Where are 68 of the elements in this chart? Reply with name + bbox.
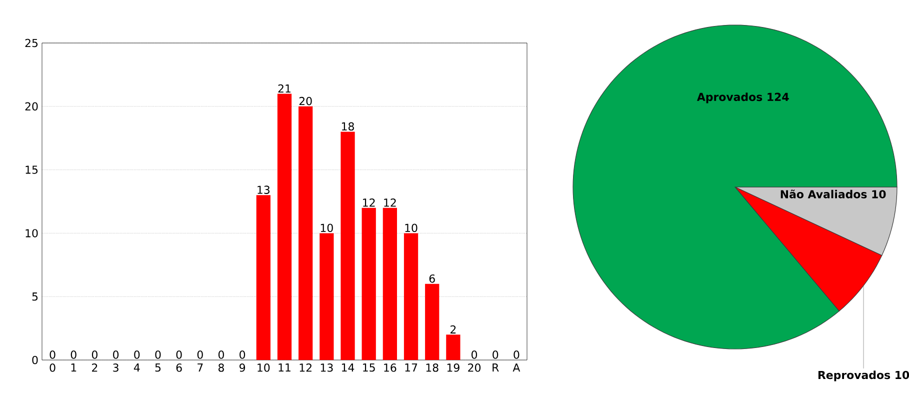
bar — [340, 132, 355, 360]
slice-label: Não Avaliados — [780, 190, 867, 198]
data-label: 18 — [342, 122, 354, 131]
data-label: 21 — [278, 84, 290, 93]
data-label: 10 — [872, 190, 886, 198]
x-tick-label: 4 — [134, 364, 140, 372]
x-tick-label: 2 — [92, 364, 98, 372]
data-label: 0 — [472, 350, 478, 359]
bar — [404, 233, 418, 360]
data-label: 0 — [514, 350, 520, 359]
data-label: 0 — [197, 350, 203, 359]
bar — [277, 94, 292, 360]
bar — [298, 106, 313, 360]
x-tick-label: 5 — [155, 364, 161, 372]
x-tick-label: 6 — [176, 364, 182, 372]
data-label: 0 — [176, 350, 182, 359]
x-tick-label: 16 — [384, 364, 396, 372]
x-tick-label: 17 — [405, 364, 418, 372]
data-label: 0 — [50, 350, 56, 359]
x-tick-label: 3 — [113, 364, 118, 372]
y-tick-label: 20 — [25, 102, 38, 111]
data-label: 0 — [134, 350, 140, 359]
bar — [320, 233, 334, 360]
x-tick-label: R — [492, 364, 499, 372]
x-tick-label: A — [512, 364, 520, 372]
bar — [425, 284, 440, 360]
data-label: 10 — [896, 370, 909, 380]
x-tick-label: 15 — [363, 364, 375, 372]
data-label: 124 — [768, 92, 789, 101]
y-tick-label: 25 — [25, 38, 38, 48]
data-label: 6 — [429, 274, 435, 283]
x-tick-label: 10 — [258, 364, 270, 372]
x-tick-label: 0 — [50, 364, 56, 372]
bar — [446, 334, 460, 360]
y-tick-label: 10 — [26, 229, 38, 238]
data-label: 20 — [299, 96, 312, 106]
x-tick-label: 8 — [218, 364, 224, 372]
data-label: 10 — [320, 224, 333, 232]
x-tick-label: 18 — [426, 364, 438, 372]
x-tick-label: 7 — [198, 364, 203, 372]
data-label: 13 — [258, 186, 270, 194]
bar — [256, 195, 270, 360]
y-tick-label: 0 — [32, 356, 38, 364]
data-label: 0 — [218, 350, 224, 359]
data-label: 0 — [155, 350, 161, 359]
data-label: 12 — [384, 198, 396, 207]
x-tick-label: 12 — [300, 364, 312, 372]
y-tick-label: 5 — [32, 292, 38, 301]
x-tick-label: 1 — [71, 364, 76, 372]
data-label: 10 — [405, 224, 418, 232]
data-label: 12 — [363, 198, 375, 207]
slice-label: Reprovados — [818, 370, 890, 382]
x-tick-label: 9 — [240, 364, 246, 372]
data-label: 2 — [450, 325, 456, 334]
data-label: 0 — [492, 350, 498, 359]
x-tick-label: 14 — [342, 364, 354, 372]
data-label: 0 — [240, 350, 246, 359]
x-tick-label: 13 — [320, 364, 333, 372]
data-label: 0 — [70, 350, 76, 359]
slice-label: Aprovados — [696, 92, 762, 104]
bar — [362, 208, 376, 360]
bar — [382, 208, 397, 360]
x-tick-label: 19 — [447, 364, 460, 372]
data-label: 0 — [113, 350, 119, 359]
y-tick-label: 15 — [26, 166, 38, 174]
x-tick-label: 20 — [468, 364, 481, 372]
data-label: 0 — [92, 350, 98, 359]
x-tick-label: 11 — [278, 364, 290, 372]
